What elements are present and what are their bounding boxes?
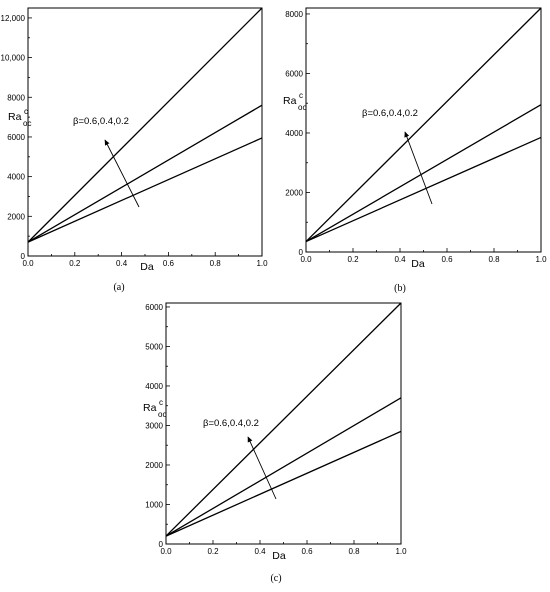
x-tick-label: 1.0 bbox=[535, 255, 547, 264]
annotation-arrow bbox=[247, 436, 277, 500]
x-tick-label: 0.4 bbox=[394, 255, 406, 264]
series-line-2 bbox=[27, 104, 263, 243]
y-axis-label-subscript: oc bbox=[158, 410, 166, 419]
panel-caption: (b) bbox=[394, 283, 406, 294]
x-tick-label: 0.4 bbox=[116, 259, 128, 268]
x-tick-label: 0.2 bbox=[207, 547, 219, 556]
y-tick-label: 4000 bbox=[7, 173, 25, 182]
y-tick-label: 1000 bbox=[145, 500, 163, 509]
y-tick-label: 4000 bbox=[285, 129, 303, 138]
x-tick-label: 0.0 bbox=[22, 259, 34, 268]
y-axis-label: Ra bbox=[143, 402, 157, 414]
panel-caption: (a) bbox=[113, 282, 124, 293]
y-axis-label: Ra bbox=[8, 111, 22, 123]
annotation-arrow bbox=[404, 131, 433, 205]
y-axis-label-superscript: c bbox=[159, 398, 163, 407]
y-axis-label-superscript: c bbox=[24, 107, 28, 116]
x-tick-label: 0.4 bbox=[254, 547, 266, 556]
y-tick-label: 4000 bbox=[145, 382, 163, 391]
x-axis-label: Da bbox=[411, 258, 425, 270]
y-tick-label: 8000 bbox=[285, 10, 303, 19]
plot-frame bbox=[165, 302, 402, 545]
y-tick-label: 0 bbox=[299, 248, 304, 257]
y-tick-label: 2000 bbox=[145, 461, 163, 470]
beta-annotation: β=0.6,0.4,0.2 bbox=[73, 116, 129, 127]
series-line-2 bbox=[305, 104, 542, 243]
series-line-1 bbox=[305, 7, 542, 243]
x-axis-label: Da bbox=[140, 261, 154, 273]
y-tick-label: 2000 bbox=[285, 188, 303, 197]
y-tick-label: 0 bbox=[159, 540, 164, 549]
y-tick-label: 10,000 bbox=[1, 54, 26, 63]
y-tick-label: 3000 bbox=[145, 421, 163, 430]
x-tick-label: 0.2 bbox=[69, 259, 81, 268]
series-line-3 bbox=[165, 430, 402, 537]
chart-panel-2: 0.0 0.2 0.4 0.6 0.8 1.0 0 2000 4000 6000 8000 Ra c oc… bbox=[283, 7, 547, 294]
y-tick-label: 12,000 bbox=[1, 14, 26, 23]
y-axis-label: Ra bbox=[283, 95, 297, 107]
x-axis-label: Da bbox=[272, 550, 286, 562]
y-tick-label: 6000 bbox=[285, 69, 303, 78]
chart-panel-1: 0.0 0.2 0.4 0.6 0.8 1.0 0 2000 4000 6000 8000 10,00… bbox=[1, 7, 268, 293]
x-tick-label: 0.6 bbox=[301, 547, 313, 556]
series-line-2 bbox=[165, 397, 402, 537]
y-axis-label-subscript: oc bbox=[23, 119, 31, 128]
series-line-1 bbox=[165, 302, 402, 537]
x-tick-label: 0.0 bbox=[160, 547, 172, 556]
x-tick-label: 1.0 bbox=[256, 259, 268, 268]
plot-frame bbox=[27, 7, 263, 257]
y-tick-label: 8000 bbox=[7, 93, 25, 102]
plot-frame bbox=[305, 7, 542, 253]
panel-caption: (c) bbox=[270, 573, 281, 584]
chart-panel-3: 0.0 0.2 0.4 0.6 0.8 1.0 0 1000 2000 3000 4000 5000 6… bbox=[143, 302, 407, 584]
beta-annotation: β=0.6,0.4,0.2 bbox=[362, 108, 418, 119]
y-axis-label-superscript: c bbox=[299, 91, 303, 100]
series-line-3 bbox=[27, 137, 263, 243]
x-tick-label: 0.2 bbox=[347, 255, 359, 264]
y-tick-label: 6000 bbox=[145, 303, 163, 312]
beta-annotation: β=0.6,0.4,0.2 bbox=[203, 418, 259, 429]
y-tick-label: 2000 bbox=[7, 212, 25, 221]
y-tick-label: 6000 bbox=[7, 133, 25, 142]
x-tick-label: 0.6 bbox=[163, 259, 175, 268]
x-tick-label: 1.0 bbox=[395, 547, 407, 556]
y-axis-label-subscript: oc bbox=[298, 103, 306, 112]
x-tick-label: 0.8 bbox=[348, 547, 360, 556]
x-tick-label: 0.8 bbox=[488, 255, 500, 264]
y-tick-label: 5000 bbox=[145, 342, 163, 351]
series-line-1 bbox=[27, 7, 263, 243]
series-line-3 bbox=[305, 136, 542, 243]
x-tick-label: 0.6 bbox=[441, 255, 453, 264]
y-tick-label: 0 bbox=[21, 252, 26, 261]
x-tick-label: 0.8 bbox=[210, 259, 222, 268]
annotation-arrow bbox=[104, 139, 140, 208]
x-tick-label: 0.0 bbox=[300, 255, 312, 264]
